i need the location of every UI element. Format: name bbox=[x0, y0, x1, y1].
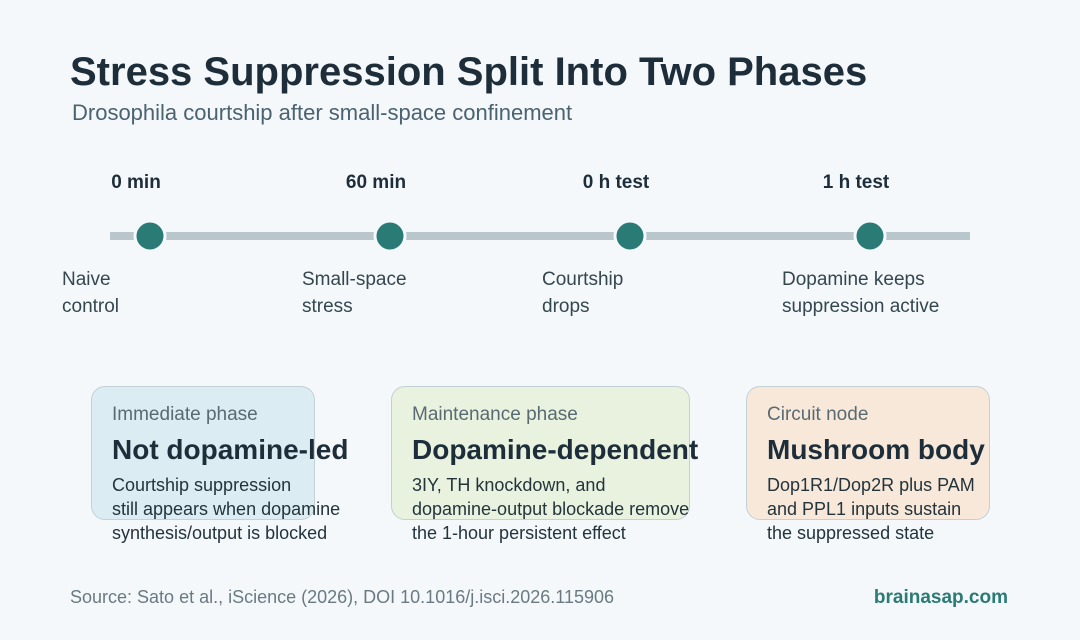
body-line: dopamine-output blockade remove bbox=[412, 499, 690, 519]
description-line: suppression active bbox=[782, 296, 940, 317]
card bbox=[91, 386, 315, 520]
step-description: Small-space stress bbox=[302, 266, 407, 320]
description-line: Courtship bbox=[542, 269, 624, 290]
card bbox=[746, 386, 990, 520]
card-label: Immediate phase bbox=[112, 404, 258, 425]
brand: brainasap.com bbox=[873, 587, 1008, 608]
description-line: Naive bbox=[62, 269, 111, 290]
timeline-node bbox=[373, 219, 407, 253]
body-line: the suppressed state bbox=[767, 523, 935, 543]
description-line: Dopamine keeps bbox=[782, 269, 925, 290]
card-label: Circuit node bbox=[767, 404, 869, 425]
body-line: Dop1R1/Dop2R plus PAM bbox=[767, 475, 975, 495]
description-line: drops bbox=[542, 296, 590, 317]
timeline-node bbox=[613, 219, 647, 253]
description-line: stress bbox=[302, 296, 353, 317]
body-line: synthesis/output is blocked bbox=[112, 523, 328, 543]
body-line: and PPL1 inputs sustain bbox=[767, 499, 962, 519]
title: Stress Suppression Split Into Two Phases bbox=[70, 50, 868, 94]
body-line: Courtship suppression bbox=[112, 475, 292, 495]
time-label: 1 h test bbox=[822, 172, 890, 193]
card-body: 3IY, TH knockdown, and dopamine-output bl… bbox=[412, 473, 689, 545]
step-description: Naive control bbox=[62, 266, 119, 320]
body-line: still appears when dopamine bbox=[112, 499, 341, 519]
card bbox=[391, 386, 690, 520]
time-label: 0 h test bbox=[582, 172, 650, 193]
timeline-node bbox=[853, 219, 887, 253]
subtitle: Drosophila courtship after small-space c… bbox=[72, 100, 573, 125]
time-label: 60 min bbox=[345, 172, 407, 193]
time-label: 0 min bbox=[111, 172, 161, 193]
card-heading: Mushroom body bbox=[767, 434, 985, 465]
card-body: Dop1R1/Dop2R plus PAM and PPL1 inputs sus… bbox=[767, 473, 975, 545]
description-line: Small-space bbox=[302, 269, 407, 290]
timeline-node bbox=[133, 219, 167, 253]
step-description: Dopamine keeps suppression active bbox=[782, 266, 939, 320]
source: Source: Sato et al., iScience (2026), DO… bbox=[70, 587, 614, 607]
card-label: Maintenance phase bbox=[412, 404, 578, 425]
card-heading: Dopamine-dependent bbox=[412, 434, 699, 465]
body-line: 3IY, TH knockdown, and bbox=[412, 475, 606, 495]
body-line: the 1-hour persistent effect bbox=[412, 523, 626, 543]
step-description: Courtship drops bbox=[542, 266, 623, 320]
card-body: Courtship suppression still appears when … bbox=[112, 473, 340, 545]
card-heading: Not dopamine-led bbox=[112, 434, 349, 465]
description-line: control bbox=[62, 296, 120, 317]
